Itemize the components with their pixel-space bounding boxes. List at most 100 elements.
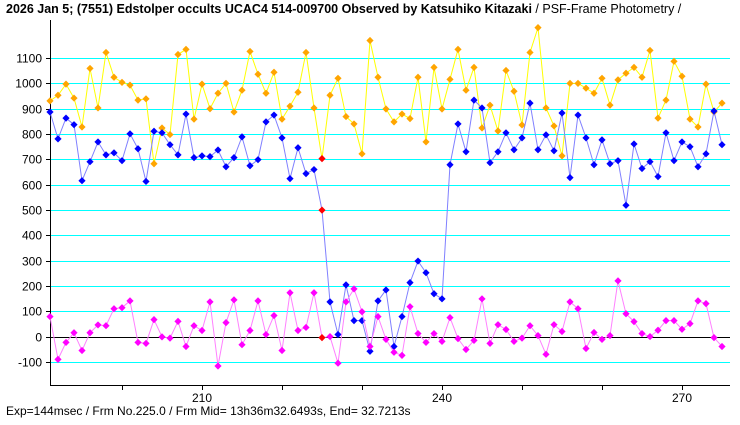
background-point (478, 295, 486, 303)
background-point (382, 335, 390, 343)
target-point (486, 159, 494, 167)
background-point (486, 339, 494, 348)
comparison-point (246, 47, 254, 56)
target-point (166, 141, 174, 149)
target-point (190, 154, 198, 162)
y-tick-label: 300 (22, 255, 42, 269)
target-point (78, 177, 86, 185)
y-tick-label: 1100 (16, 52, 42, 66)
background-point (494, 321, 502, 329)
comparison-point (214, 89, 222, 97)
target-point (318, 206, 326, 214)
background-point (670, 317, 678, 325)
background-point (550, 321, 558, 329)
comparison-point (654, 114, 662, 122)
target-point (670, 157, 678, 165)
comparison-point (382, 105, 390, 113)
comparison-point (462, 86, 470, 94)
comparison-point (166, 130, 174, 139)
comparison-point (110, 73, 118, 81)
background-point (238, 341, 246, 349)
comparison-point (158, 124, 166, 132)
background-point (606, 331, 614, 340)
background-point (230, 296, 238, 304)
comparison-point (318, 155, 326, 163)
target-point (86, 158, 94, 166)
target-point (62, 114, 70, 122)
background-point (222, 319, 230, 327)
comparison-point (190, 115, 198, 123)
target-point (342, 281, 350, 289)
target-point (438, 295, 446, 303)
comparison-point (542, 104, 550, 112)
background-point (334, 359, 342, 367)
comparison-point (238, 86, 246, 94)
comparison-point (582, 84, 590, 92)
background-point (70, 329, 78, 337)
target-point (142, 177, 150, 186)
comparison-point (286, 102, 294, 110)
target-point (406, 278, 414, 287)
target-point (638, 164, 646, 173)
comparison-point (718, 99, 726, 107)
y-tick-label: 200 (22, 280, 42, 294)
x-tick-label: 270 (672, 391, 692, 405)
target-point (702, 150, 710, 158)
target-point (238, 133, 246, 141)
background-point (414, 329, 422, 338)
background-point (406, 303, 414, 311)
comparison-point (118, 78, 126, 86)
target-point (558, 109, 566, 117)
comparison-point (638, 73, 646, 81)
background-point (358, 308, 366, 316)
comparison-point (478, 124, 486, 132)
background-point (582, 344, 590, 353)
comparison-point (294, 88, 302, 96)
comparison-point (486, 101, 494, 109)
target-point (246, 162, 254, 170)
background-point (278, 346, 286, 355)
target-point (94, 138, 102, 146)
background-point (326, 332, 334, 341)
comparison-point (502, 66, 510, 75)
target-point (382, 286, 390, 294)
background-point (318, 334, 326, 342)
background-point (350, 285, 358, 293)
y-tick-label: 400 (22, 229, 42, 243)
background-point (366, 342, 374, 351)
comparison-point (310, 104, 318, 112)
target-point (502, 129, 510, 137)
target-point (630, 140, 638, 148)
comparison-point (398, 110, 406, 118)
background-point (46, 312, 54, 321)
target-point (158, 129, 166, 137)
comparison-point (86, 64, 94, 73)
background-point (542, 350, 550, 358)
target-point (678, 138, 686, 146)
background-point (662, 317, 670, 325)
chart-title: 2026 Jan 5; (7551) Edstolper occults UCA… (6, 2, 681, 16)
target-point (310, 165, 318, 174)
background-point (694, 297, 702, 305)
target-point (374, 297, 382, 305)
comparison-point (278, 115, 286, 123)
target-point (662, 129, 670, 137)
target-point (462, 148, 470, 156)
target-point (302, 170, 310, 178)
y-tick-label: 100 (22, 305, 42, 319)
background-point (446, 313, 454, 322)
comparison-point (358, 150, 366, 158)
background-point (94, 321, 102, 329)
target-point (478, 104, 486, 112)
target-point (134, 145, 142, 153)
background-point (150, 316, 158, 324)
background-point (630, 318, 638, 326)
comparison-point (94, 104, 102, 112)
comparison-point (230, 108, 238, 116)
target-point (270, 111, 278, 119)
y-tick-label: 0 (35, 331, 42, 345)
background-point (430, 329, 438, 338)
target-point (590, 161, 598, 169)
background-point (254, 297, 262, 305)
